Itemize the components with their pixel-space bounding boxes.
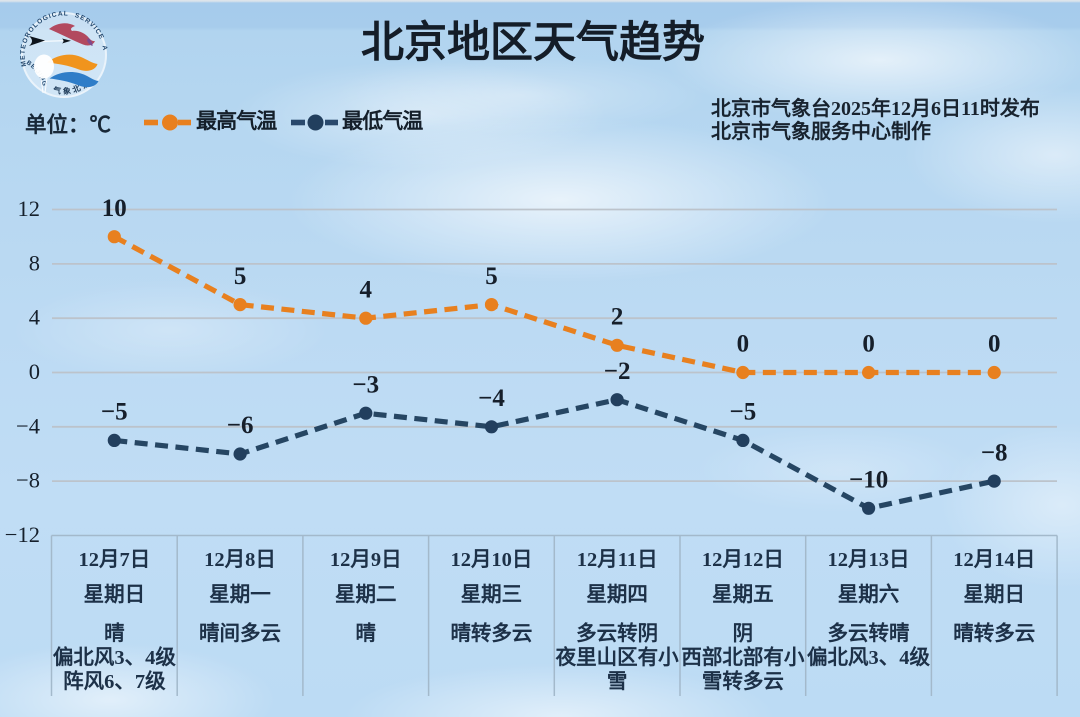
- svg-text:−2: −2: [604, 358, 631, 385]
- svg-text:2: 2: [611, 304, 624, 331]
- svg-text:−5: −5: [101, 399, 128, 426]
- svg-text:4: 4: [360, 276, 373, 303]
- svg-text:−3: −3: [352, 371, 379, 398]
- svg-text:0: 0: [862, 331, 875, 358]
- svg-text:0: 0: [988, 331, 1001, 358]
- svg-text:−10: −10: [849, 467, 888, 494]
- svg-text:5: 5: [234, 263, 247, 290]
- svg-text:0: 0: [737, 331, 750, 358]
- svg-text:−4: −4: [16, 413, 40, 438]
- svg-text:12: 12: [18, 196, 41, 221]
- svg-text:4: 4: [29, 305, 40, 330]
- svg-text:−8: −8: [981, 439, 1008, 466]
- svg-text:5: 5: [485, 263, 498, 290]
- svg-text:−5: −5: [730, 399, 757, 426]
- svg-text:−12: −12: [5, 522, 40, 547]
- svg-text:−8: −8: [16, 468, 40, 493]
- svg-text:8: 8: [29, 250, 40, 275]
- svg-text:−6: −6: [227, 412, 254, 439]
- svg-text:0: 0: [29, 359, 40, 384]
- svg-text:10: 10: [102, 195, 127, 222]
- svg-text:−4: −4: [478, 385, 505, 412]
